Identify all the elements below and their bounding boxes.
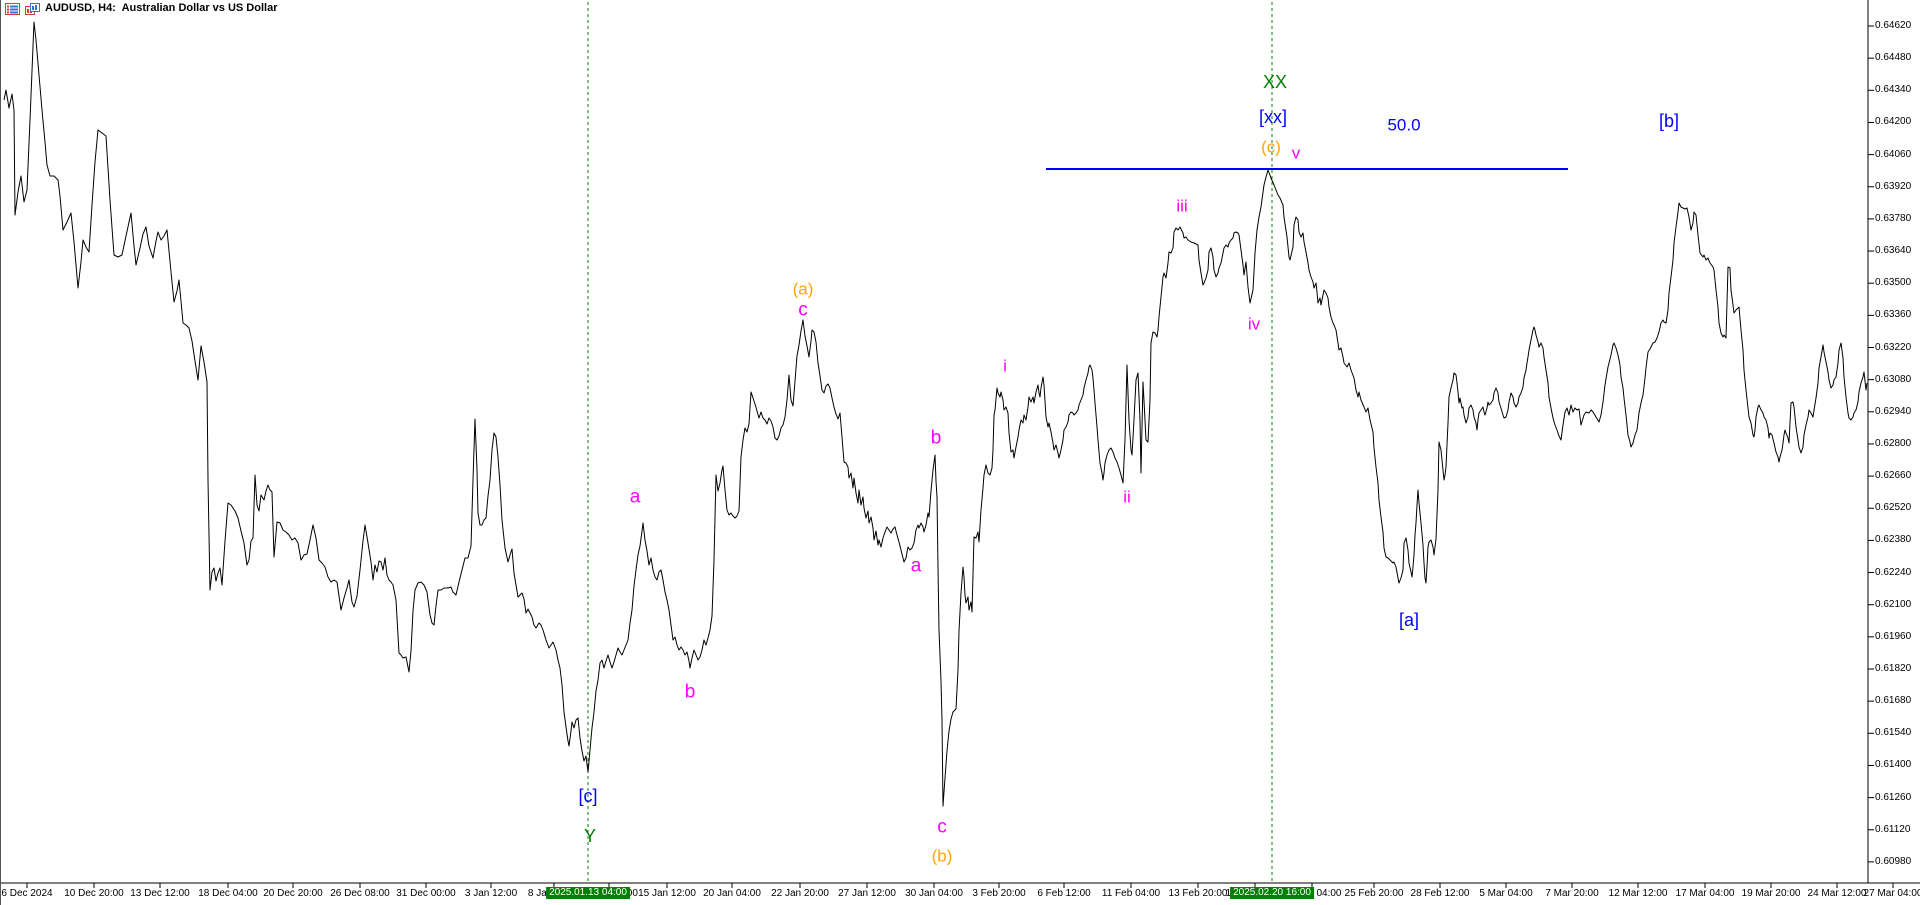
- time-axis-label: 18 Dec 04:00: [198, 888, 258, 899]
- time-axis-label: 19 Mar 20:00: [1741, 888, 1801, 899]
- time-axis-label: 13 Feb 20:00: [1168, 888, 1228, 899]
- price-axis-label: 0.61540: [1875, 727, 1912, 739]
- wave-label-a[interactable]: a: [910, 555, 922, 577]
- time-axis-label: 20 Jan 04:00: [703, 888, 761, 899]
- wave-label-ii[interactable]: ii: [1123, 487, 1131, 507]
- price-axis-label: 0.64340: [1875, 84, 1912, 96]
- time-axis-label: 6 Feb 12:00: [1037, 888, 1091, 899]
- wave-label-Y[interactable]: Y: [583, 826, 597, 846]
- time-axis-label: 27 Mar 04:00: [1863, 888, 1920, 899]
- highlighted-time-label: 2025.02.20 16:00: [1230, 887, 1314, 899]
- price-axis-label: 0.62940: [1875, 405, 1912, 417]
- price-axis-label: 0.63080: [1875, 373, 1912, 385]
- time-axis-label: 12 Mar 12:00: [1608, 888, 1668, 899]
- wave-label-a[interactable]: a: [629, 486, 641, 508]
- price-axis-label: 0.61120: [1875, 823, 1911, 835]
- time-axis-label: 3 Feb 20:00: [972, 888, 1026, 899]
- time-axis-label: 10 Dec 20:00: [64, 888, 124, 899]
- price-axis-label: 0.63640: [1875, 245, 1912, 257]
- price-axis-label: 0.63780: [1875, 212, 1912, 224]
- wave-label-iv[interactable]: iv: [1247, 314, 1261, 334]
- wave-label-iii[interactable]: iii: [1176, 196, 1188, 216]
- wave-label-c[interactable]: [c]: [578, 786, 598, 806]
- time-axis-label: 5 Mar 04:00: [1479, 888, 1533, 899]
- price-axis-label: 0.63500: [1875, 277, 1912, 289]
- price-axis-label: 0.62100: [1875, 598, 1912, 610]
- time-axis-label: 30 Jan 04:00: [905, 888, 963, 899]
- price-axis-label: 0.63360: [1875, 309, 1912, 321]
- price-axis-label: 0.62240: [1875, 566, 1912, 578]
- wave-label-a[interactable]: [a]: [1398, 610, 1420, 630]
- price-axis-label: 0.63920: [1875, 180, 1912, 192]
- wave-label-v[interactable]: v: [1291, 143, 1301, 163]
- market-watch-icon[interactable]: [5, 2, 20, 15]
- wave-label-50.0[interactable]: 50.0: [1387, 115, 1421, 135]
- price-axis-label: 0.61680: [1875, 695, 1912, 707]
- price-axis-label: 0.64620: [1875, 20, 1912, 31]
- price-axis-label: 0.62800: [1875, 437, 1912, 449]
- wave-label-c[interactable]: (c): [1261, 137, 1281, 157]
- price-axis-label: 0.64200: [1875, 116, 1912, 128]
- time-axis-label: 31 Dec 00:00: [396, 888, 456, 899]
- price-axis-label: 0.61260: [1875, 791, 1912, 803]
- chart-window-icon[interactable]: [25, 2, 40, 15]
- price-axis-label: 0.61820: [1875, 663, 1912, 674]
- highlighted-time-label: 2025.01.13 04:00: [546, 887, 630, 899]
- wave-label-a[interactable]: (a): [792, 279, 814, 299]
- wave-label-b[interactable]: b: [930, 427, 942, 449]
- time-axis-label: 22 Jan 20:00: [771, 888, 829, 899]
- time-axis-label: 3 Jan 12:00: [464, 888, 518, 899]
- price-axis-label: 0.60980: [1875, 855, 1912, 867]
- price-axis-label: 0.62380: [1875, 534, 1912, 546]
- time-axis-label: 20 Dec 20:00: [263, 888, 323, 899]
- time-axis-label: 24 Mar 12:00: [1807, 888, 1867, 899]
- time-axis-label: 25 Feb 20:00: [1344, 888, 1404, 899]
- time-axis-label: 13 Dec 12:00: [130, 888, 190, 899]
- wave-label-b[interactable]: b: [684, 681, 696, 703]
- wave-label-xx[interactable]: [xx]: [1258, 107, 1288, 127]
- price-axis-label: 0.61400: [1875, 759, 1912, 771]
- wave-label-c[interactable]: c: [937, 816, 947, 838]
- time-axis-label: 11 Feb 04:00: [1101, 888, 1161, 899]
- price-axis-label: 0.64060: [1875, 148, 1912, 160]
- price-axis-label: 0.63220: [1875, 341, 1912, 353]
- chart-title: AUDUSD, H4: Australian Dollar vs US Doll…: [45, 2, 278, 14]
- time-axis-label: 15 Jan 12:00: [638, 888, 696, 899]
- wave-label-i[interactable]: i: [1003, 356, 1007, 376]
- time-axis-label: 27 Jan 12:00: [838, 888, 896, 899]
- price-axis-label: 0.62520: [1875, 502, 1912, 514]
- price-axis-label: 0.61960: [1875, 630, 1912, 642]
- price-axis-label: 0.64480: [1875, 52, 1912, 64]
- price-axis-label: 0.62660: [1875, 470, 1912, 482]
- wave-label-b[interactable]: (b): [931, 846, 953, 866]
- time-axis-label: 26 Dec 08:00: [330, 888, 390, 899]
- time-axis-label: 6 Dec 2024: [1, 888, 53, 899]
- time-axis-label: 7 Mar 20:00: [1545, 888, 1599, 899]
- wave-label-c[interactable]: c: [798, 299, 808, 321]
- price-polyline: [3, 21, 1868, 807]
- time-axis-label: 17 Mar 04:00: [1675, 888, 1735, 899]
- time-axis-label: 28 Feb 12:00: [1410, 888, 1470, 899]
- chart-header: AUDUSD, H4: Australian Dollar vs US Doll…: [5, 2, 278, 15]
- wave-label-b[interactable]: [b]: [1658, 111, 1680, 131]
- wave-label-XX[interactable]: XX: [1262, 72, 1288, 92]
